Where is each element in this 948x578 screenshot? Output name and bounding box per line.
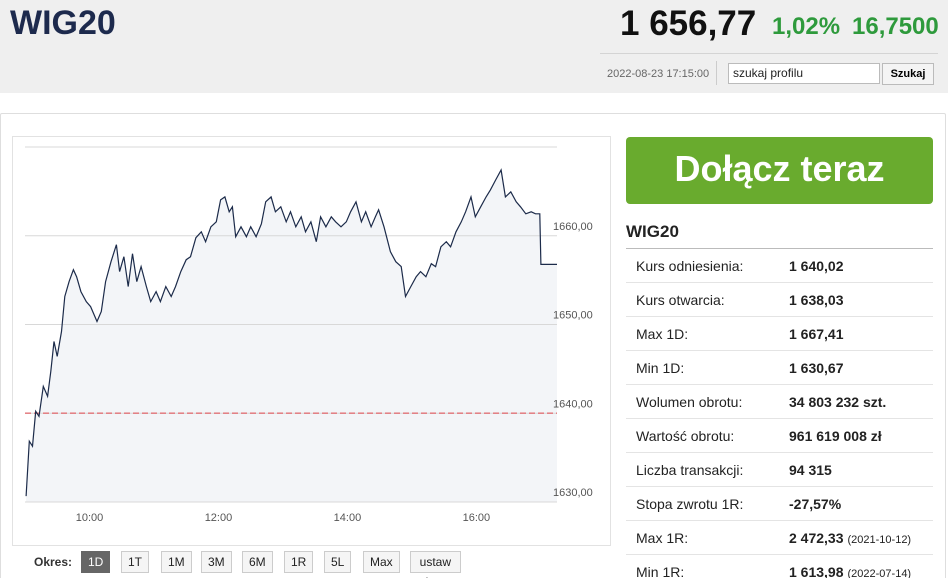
search-input[interactable]: szukaj profilu [728,63,880,84]
change: 16,7500 [852,13,939,40]
y-tick-label: 1650,00 [553,310,593,322]
timestamp: 2022-08-23 17:15:00 [607,68,710,80]
stat-row: Wolumen obrotu: 34 803 232 szt. [626,385,933,419]
period-button[interactable]: 5L [324,551,352,573]
stat-value: -27,57% [789,496,841,512]
stat-label: Max 1D: [636,326,689,342]
period-button[interactable]: 1T [121,551,150,573]
stat-value: 1 640,02 [789,258,844,274]
period-label: Okres: [34,555,73,569]
stat-value: 961 619 008 zł [789,428,882,444]
stat-date: (2021-10-12) [847,534,912,546]
stat-date: (2022-07-14) [847,568,912,578]
stat-row: Kurs otwarcia: 1 638,03 [626,283,933,317]
search-button[interactable]: Szukaj [882,63,934,85]
stat-label: Min 1R: [636,564,685,578]
stat-label: Stopa zwrotu 1R: [636,496,744,512]
period-button[interactable]: 6M [242,551,273,573]
stat-value: 1 667,41 [789,326,844,342]
stat-row: Stopa zwrotu 1R: -27,57% [626,487,933,521]
price: 1 656,77 [620,4,757,43]
stat-number: 2 472,33 [789,530,844,546]
stat-label: Kurs odniesienia: [636,258,744,274]
x-tick-label: 10:00 [76,512,104,524]
stat-number: 1 630,67 [789,360,844,376]
stat-value: 1 630,67 [789,360,844,376]
stat-label: Max 1R: [636,530,689,546]
stat-row: Liczba transakcji: 94 315 [626,453,933,487]
change-pct: 1,02% [772,13,841,40]
x-tick-label: 14:00 [334,512,362,524]
stat-number: 1 640,02 [789,258,844,274]
period-button[interactable]: 1R [284,551,314,573]
sidebar-title: WIG20 [626,222,679,241]
stat-label: Kurs otwarcia: [636,292,725,308]
stat-number: 94 315 [789,462,832,478]
chart: 1630,00 1640,00 1650,00 1660,00 10:00 12:00 14… [25,146,593,524]
stat-label: Wolumen obrotu: [636,394,743,410]
separator [600,53,938,54]
stat-row: Min 1R: 1 613,98 (2022-07-14) [626,555,933,578]
separator [716,61,717,85]
content-panel [0,113,946,578]
stat-number: 1 613,98 [789,564,844,578]
stat-label: Min 1D: [636,360,685,376]
index-title: WIG20 [10,4,116,42]
area-fill [26,170,558,502]
stat-number: 961 619 008 zł [789,428,882,444]
stat-value: 1 613,98 (2022-07-14) [789,564,911,578]
period-button[interactable]: 3M [201,551,232,573]
stat-row: Min 1D: 1 630,67 [626,351,933,385]
stat-number: -27,57% [789,496,842,512]
y-tick-label: 1660,00 [553,221,593,233]
stat-value: 94 315 [789,462,832,478]
stat-row: Max 1R: 2 472,33 (2021-10-12) [626,521,933,555]
y-tick-label: 1630,00 [553,487,593,499]
stat-label: Wartość obrotu: [636,428,735,444]
stat-number: 1 638,03 [789,292,844,308]
stat-row: Kurs odniesienia: 1 640,02 [626,249,933,283]
stat-label: Liczba transakcji: [636,462,744,478]
stat-number: 1 667,41 [789,326,844,342]
period-button[interactable]: 1D [81,551,111,573]
stat-row: Max 1D: 1 667,41 [626,317,933,351]
stat-row: Wartość obrotu: 961 619 008 zł [626,419,933,453]
y-tick-label: 1640,00 [553,398,593,410]
price-line [25,168,557,497]
period-button[interactable]: Max [363,551,400,573]
period-button[interactable]: ustaw własny [410,551,461,578]
separator [626,248,933,249]
stat-value: 34 803 232 szt. [789,394,886,410]
stat-value: 2 472,33 (2021-10-12) [789,530,911,546]
x-tick-label: 12:00 [205,512,233,524]
period-button[interactable]: 1M [161,551,192,573]
cta-button[interactable]: Dołącz teraz [626,137,933,204]
chart-box: 1630,00 1640,00 1650,00 1660,00 10:00 12:00 14… [12,136,611,546]
stat-value: 1 638,03 [789,292,844,308]
x-tick-label: 16:00 [463,512,491,524]
stat-number: 34 803 232 szt. [789,394,887,410]
